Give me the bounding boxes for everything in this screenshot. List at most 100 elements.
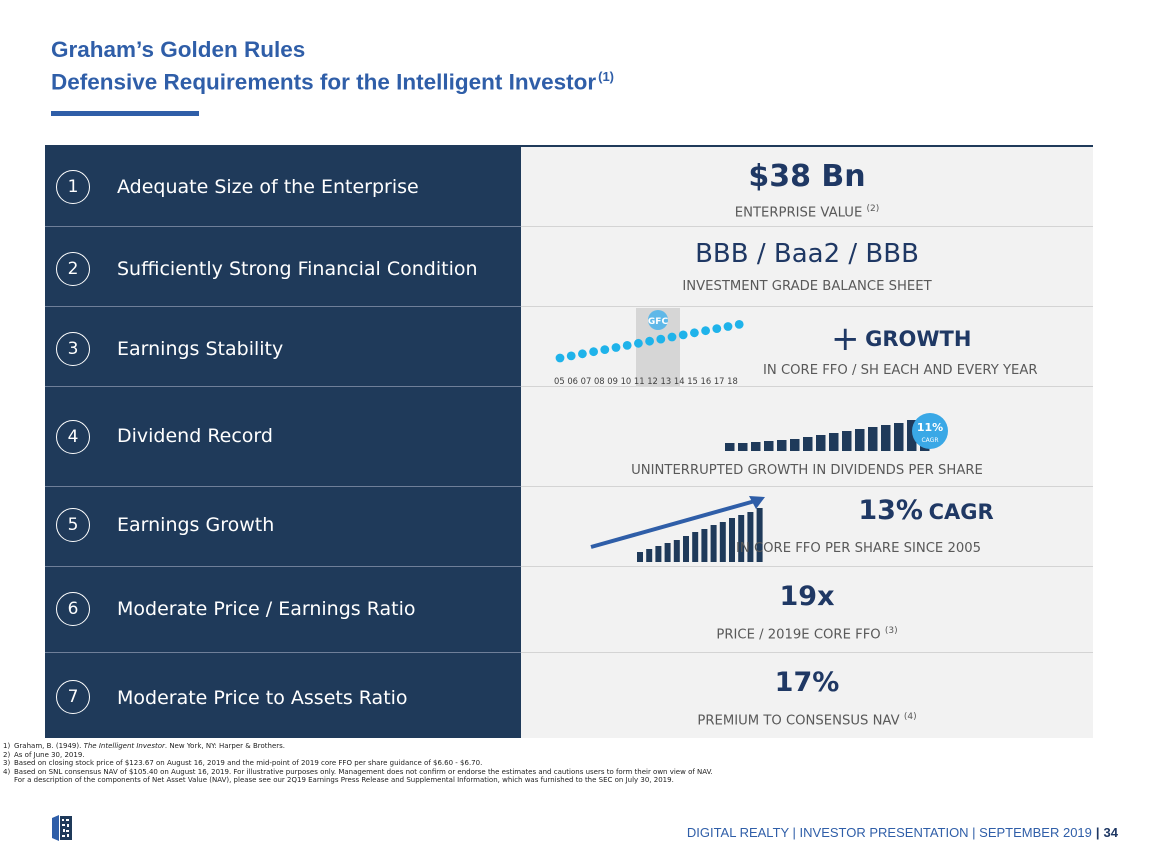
rule-subtext: UNINTERRUPTED GROWTH IN DIVIDENDS PER SH… — [631, 463, 983, 478]
stability-dot — [589, 347, 598, 357]
stability-dot — [645, 336, 654, 346]
stability-dot — [600, 345, 610, 354]
rule-number: 2 — [56, 252, 90, 286]
growth-bar — [673, 540, 680, 562]
dividend-bar — [842, 431, 852, 451]
footnote-4-continued: For a description of the components of N… — [14, 776, 674, 784]
rule-row-2: 2 Sufficiently Strong Financial Conditio… — [45, 227, 1093, 307]
rule-row-1: 1 Adequate Size of the Enterprise $38 Bn… — [45, 147, 1093, 227]
footnote-number: 2) — [3, 750, 11, 759]
rule-subtext: INVESTMENT GRADE BALANCE SHEET — [682, 279, 932, 294]
stability-dot — [611, 343, 621, 352]
stability-dot — [566, 351, 576, 361]
rules-left-column — [45, 147, 521, 738]
stability-dot — [678, 330, 688, 340]
growth-bar — [637, 552, 643, 562]
company-logo — [52, 815, 72, 841]
rule-value: 19x — [779, 581, 835, 612]
footnote-number: 3) — [3, 759, 11, 767]
plus-symbol: + — [831, 319, 860, 359]
rule-subtext: ENTERPRISE VALUE (2) — [521, 204, 1093, 220]
rule-number: 7 — [56, 680, 90, 714]
stability-dot — [667, 332, 677, 342]
footnote-number: 1) — [3, 742, 11, 750]
growth-bar — [729, 518, 735, 562]
rule-row-5: 5 Earnings Growth 13% CAGR IN CORE FFO P… — [45, 487, 1093, 567]
title-underline — [51, 111, 199, 116]
growth-bar — [683, 536, 689, 562]
cagr-badge — [912, 413, 948, 449]
rule-subtext-label: ENTERPRISE VALUE — [734, 205, 863, 221]
growth-bar — [756, 508, 763, 562]
dividend-bar — [790, 439, 800, 451]
dividend-bar — [738, 443, 748, 451]
rule-title: Dividend Record — [117, 425, 273, 447]
growth-arrow-line — [590, 499, 756, 549]
title-line-1: Graham’s Golden Rules — [51, 37, 306, 62]
footnote-book-title: The Intelligent Investor — [83, 742, 165, 750]
growth-bar — [710, 525, 717, 562]
year-axis-labels: 05 06 07 08 09 10 11 12 13 14 15 16 17 1… — [554, 376, 738, 386]
rule-value-suffix: CAGR — [928, 500, 994, 524]
rule-value: BBB / Baa2 / BBB — [695, 239, 919, 269]
dividend-bar — [855, 429, 865, 451]
rule-footnote-ref: (2) — [866, 204, 880, 214]
footnote-number: 4) — [3, 767, 11, 776]
page-footer: DIGITAL REALTY | INVESTOR PRESENTATION |… — [687, 825, 1118, 840]
rule-subtext: IN CORE FFO / SH EACH AND EVERY YEAR — [763, 363, 1038, 378]
stability-dot — [622, 341, 632, 350]
growth-bar — [701, 529, 708, 562]
row-divider-left — [45, 226, 521, 227]
page-number: 34 — [1103, 825, 1118, 840]
growth-bar — [664, 543, 671, 562]
footnote-4: 4) Based on SNL consensus NAV of $105.40 … — [3, 768, 713, 777]
stability-dot — [723, 322, 733, 331]
stability-dot — [578, 349, 587, 359]
earnings-growth-chart — [590, 496, 765, 562]
dividend-bar — [816, 435, 826, 451]
dividend-bar — [894, 423, 904, 451]
rule-number: 5 — [56, 508, 90, 542]
footnote-text: Based on closing stock price of $123.67 … — [14, 759, 483, 767]
stability-dot — [690, 328, 699, 338]
footer-separator: | — [1095, 825, 1100, 840]
stability-dots — [555, 320, 744, 363]
rule-row-7: 7 Moderate Price to Assets Ratio 17% PRE… — [45, 653, 1093, 738]
growth-bar — [646, 549, 653, 562]
rule-title: Earnings Stability — [117, 338, 284, 360]
footnote-text: Graham, B. (1949). — [14, 742, 84, 750]
footer-text: DIGITAL REALTY | INVESTOR PRESENTATION |… — [686, 825, 1092, 840]
dividend-bars — [725, 417, 930, 451]
stability-dot — [734, 320, 744, 329]
growth-bar — [692, 532, 699, 562]
row-divider — [45, 226, 1093, 227]
rule-title: Earnings Growth — [117, 514, 275, 536]
cagr-badge-label: CAGR — [921, 437, 938, 444]
stability-dot — [634, 338, 643, 348]
rule-value: $38 Bn — [748, 159, 866, 194]
rule-title: Adequate Size of the Enterprise — [117, 176, 419, 198]
row-divider-left — [45, 652, 521, 653]
rule-subtext: PREMIUM TO CONSENSUS NAV (4) — [521, 712, 1093, 728]
footnotes: 1) Graham, B. (1949). The Intelligent Inv… — [3, 742, 713, 785]
growth-bar — [719, 522, 726, 562]
row-divider-left — [45, 386, 521, 387]
rule-footnote-ref: (3) — [884, 626, 898, 636]
dividend-bar — [868, 427, 878, 451]
dividend-bar — [751, 442, 761, 451]
rule-subtext-label: PREMIUM TO CONSENSUS NAV — [697, 713, 900, 729]
rule-value: 17% — [774, 667, 840, 698]
row-divider — [45, 652, 1093, 653]
growth-bar — [738, 515, 745, 562]
growth-bars — [637, 508, 763, 562]
rule-number: 4 — [56, 420, 90, 454]
title-line-2-text: Defensive Requirements for the Intellige… — [51, 69, 597, 95]
rule-title: Moderate Price / Earnings Ratio — [117, 598, 416, 620]
rule-value: GROWTH — [865, 327, 972, 351]
cagr-badge-value: 11% — [917, 421, 943, 434]
row-divider — [45, 566, 1093, 567]
rule-subtext: IN CORE FFO PER SHARE SINCE 2005 — [736, 541, 982, 556]
stability-dot — [701, 326, 710, 336]
stability-dot — [656, 334, 666, 344]
dividend-bars-chart: 11% CAGR — [725, 413, 948, 451]
